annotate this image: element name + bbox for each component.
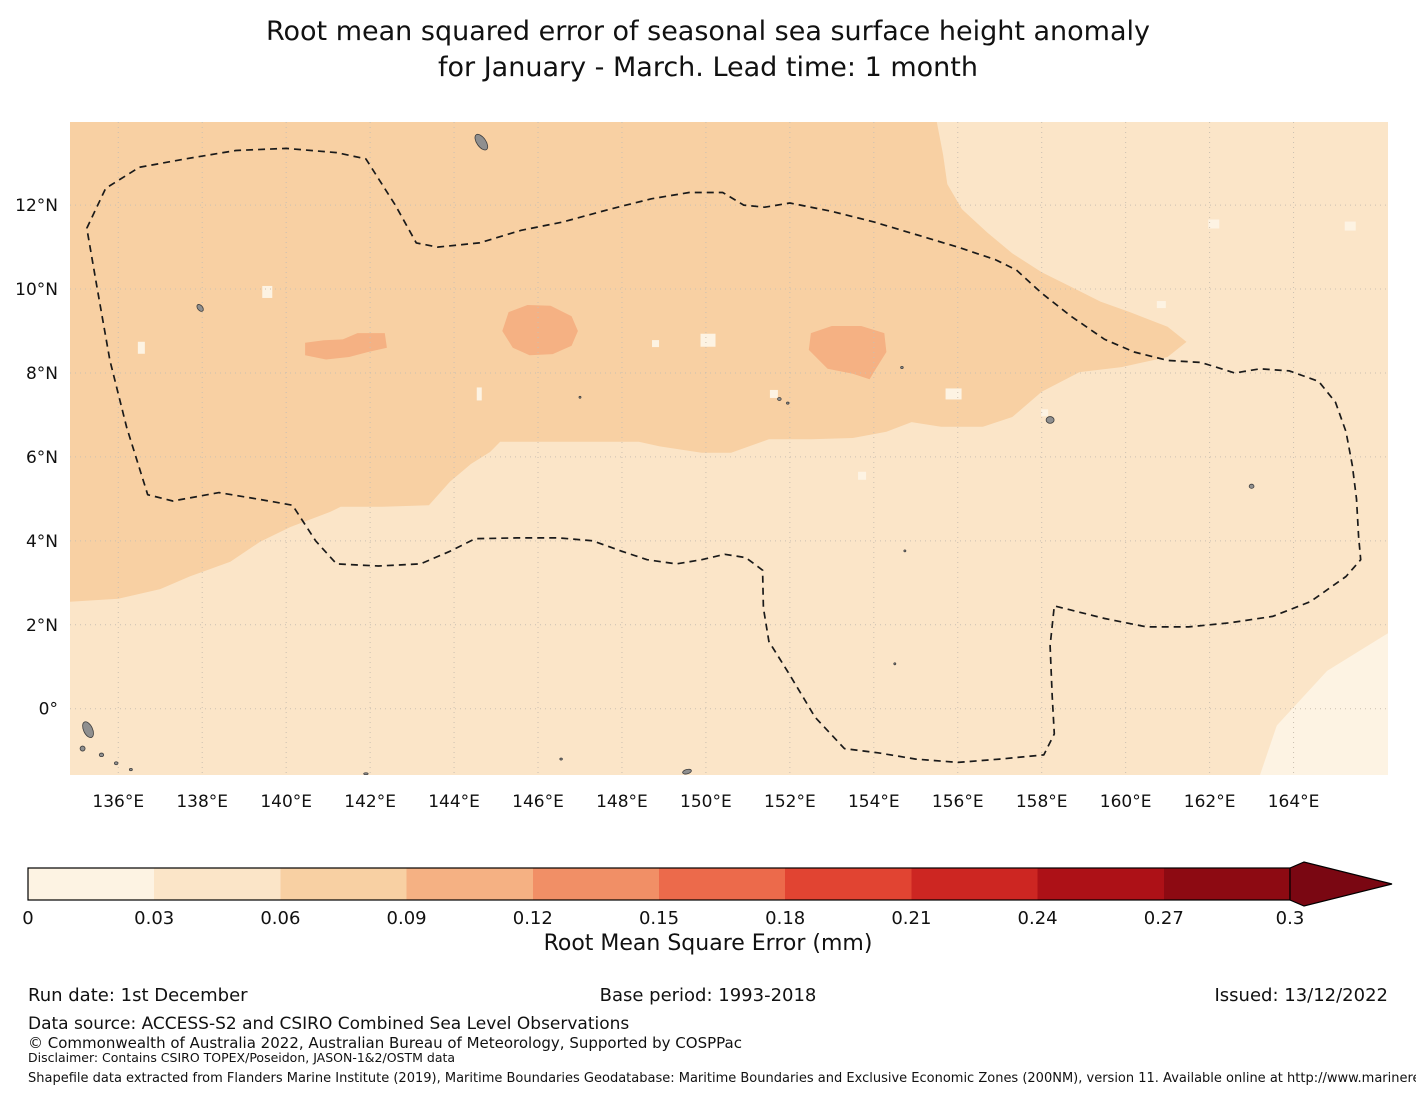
base-period-text: Base period: 1993-2018 bbox=[599, 985, 817, 1006]
svg-text:150°E: 150°E bbox=[680, 792, 732, 812]
map-plot: 136°E 138°E 140°E 142°E 144°E 146°E 148°E 150°E… bbox=[15, 122, 1388, 812]
svg-text:0.27: 0.27 bbox=[1144, 908, 1184, 929]
svg-text:136°E: 136°E bbox=[92, 792, 144, 812]
svg-text:138°E: 138°E bbox=[176, 792, 228, 812]
svg-text:8°N: 8°N bbox=[26, 364, 58, 384]
svg-text:4°N: 4°N bbox=[26, 532, 58, 552]
data-source-text: Data source: ACCESS-S2 and CSIRO Combine… bbox=[28, 1014, 630, 1034]
issued-date-text: Issued: 13/12/2022 bbox=[1214, 985, 1388, 1006]
svg-text:144°E: 144°E bbox=[428, 792, 480, 812]
svg-text:162°E: 162°E bbox=[1184, 792, 1236, 812]
svg-text:164°E: 164°E bbox=[1268, 792, 1320, 812]
svg-text:12°N: 12°N bbox=[15, 196, 58, 216]
svg-text:0: 0 bbox=[22, 908, 33, 929]
svg-text:156°E: 156°E bbox=[932, 792, 984, 812]
run-date-text: Run date: 1st December bbox=[28, 985, 248, 1006]
svg-text:0.3: 0.3 bbox=[1276, 908, 1305, 929]
disclaimer-text: Disclaimer: Contains CSIRO TOPEX/Poseido… bbox=[28, 1050, 456, 1065]
svg-text:142°E: 142°E bbox=[344, 792, 396, 812]
svg-text:10°N: 10°N bbox=[15, 280, 58, 300]
svg-text:0.15: 0.15 bbox=[639, 908, 679, 929]
chart-title: Root mean squared error of seasonal sea … bbox=[0, 14, 1416, 85]
svg-text:140°E: 140°E bbox=[260, 792, 312, 812]
svg-text:0°: 0° bbox=[39, 700, 58, 720]
svg-text:160°E: 160°E bbox=[1100, 792, 1152, 812]
chart-title-line2: for January - March. Lead time: 1 month bbox=[438, 51, 978, 83]
svg-text:2°N: 2°N bbox=[26, 616, 58, 636]
svg-text:0.24: 0.24 bbox=[1018, 908, 1058, 929]
svg-text:0.21: 0.21 bbox=[891, 908, 931, 929]
svg-text:0.12: 0.12 bbox=[513, 908, 553, 929]
svg-text:0.06: 0.06 bbox=[260, 908, 300, 929]
colorbar-label: Root Mean Square Error (mm) bbox=[543, 931, 873, 956]
chart-title-line1: Root mean squared error of seasonal sea … bbox=[265, 16, 1151, 47]
svg-text:6°N: 6°N bbox=[26, 448, 58, 468]
svg-text:148°E: 148°E bbox=[596, 792, 648, 812]
colorbar: 0 0.03 0.06 0.09 0.12 0.15 0.18 0.21 0.24 0.27 0.3 bbox=[22, 861, 1393, 929]
svg-text:0.03: 0.03 bbox=[134, 908, 174, 929]
shapefile-note-text: Shapefile data extracted from Flanders M… bbox=[28, 1071, 1416, 1086]
svg-text:0.18: 0.18 bbox=[765, 908, 805, 929]
svg-text:158°E: 158°E bbox=[1016, 792, 1068, 812]
svg-text:152°E: 152°E bbox=[764, 792, 816, 812]
copyright-text: © Commonwealth of Australia 2022, Austra… bbox=[28, 1034, 742, 1052]
svg-text:146°E: 146°E bbox=[512, 792, 564, 812]
svg-text:154°E: 154°E bbox=[848, 792, 900, 812]
svg-text:0.09: 0.09 bbox=[387, 908, 427, 929]
